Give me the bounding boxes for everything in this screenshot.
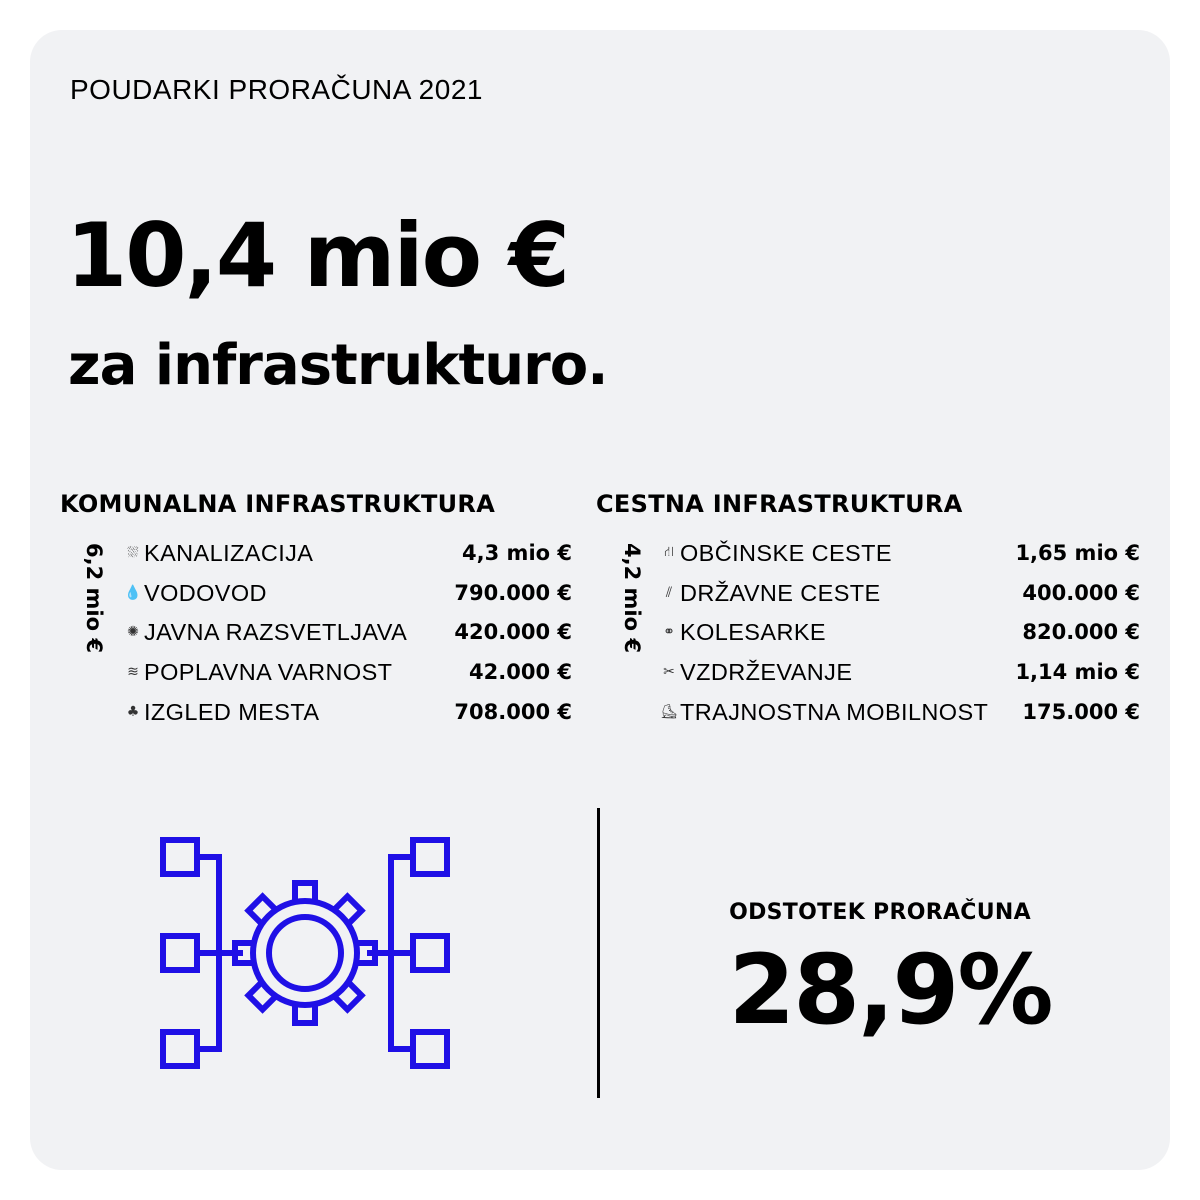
item-label: DRŽAVNE CESTE: [680, 579, 881, 606]
item-label: VODOVOD: [144, 579, 267, 606]
item-amount: 420.000 €: [454, 620, 572, 644]
sewer-icon: ⛆: [127, 545, 139, 561]
water-drop-icon: 💧: [124, 585, 142, 601]
list-item: 💧 VODOVOD 790.000 €: [122, 578, 572, 608]
headline-subtitle: za infrastrukturo.: [68, 333, 609, 398]
item-amount: 790.000 €: [454, 581, 572, 605]
item-amount: 708.000 €: [454, 700, 572, 724]
item-amount: 820.000 €: [1022, 620, 1140, 644]
highway-icon: ⫽: [665, 585, 673, 601]
list-item: ✂ VZDRŽEVANJE 1,14 mio €: [658, 657, 1140, 687]
waves-icon: ≋: [127, 664, 139, 680]
section-total-komunalna: 6,2 mio €: [82, 543, 106, 653]
item-amount: 4,3 mio €: [462, 541, 572, 565]
bicycle-icon: ⚭: [663, 624, 675, 640]
item-amount: 42.000 €: [469, 660, 572, 684]
list-item: ≋ POPLAVNA VARNOST 42.000 €: [122, 657, 572, 687]
item-amount: 1,14 mio €: [1015, 660, 1140, 684]
item-amount: 1,65 mio €: [1015, 541, 1140, 565]
budget-share-value: 28,9%: [728, 934, 1053, 1046]
infrastructure-gear-icon: [160, 837, 450, 1069]
scooter-icon: ⛸: [660, 704, 678, 720]
item-amount: 400.000 €: [1022, 581, 1140, 605]
list-item: ⚭ KOLESARKE 820.000 €: [658, 617, 1140, 647]
item-label: OBČINSKE CESTE: [680, 539, 892, 566]
item-label: JAVNA RAZSVETLJAVA: [144, 618, 408, 645]
section-title-cestna: CESTNA INFRASTRUKTURA: [596, 490, 963, 518]
item-label: VZDRŽEVANJE: [680, 658, 853, 685]
list-item: ✺ JAVNA RAZSVETLJAVA 420.000 €: [122, 617, 572, 647]
item-label: KANALIZACIJA: [144, 539, 314, 566]
list-item: ⛙ OBČINSKE CESTE 1,65 mio €: [658, 538, 1140, 568]
section-total-cestna: 4,2 mio €: [620, 543, 644, 653]
item-label: POPLAVNA VARNOST: [144, 658, 393, 685]
eyebrow-title: POUDARKI PRORAČUNA 2021: [70, 74, 483, 105]
budget-share-label: ODSTOTEK PRORAČUNA: [729, 900, 1031, 925]
vertical-divider: [597, 808, 600, 1098]
headline-amount: 10,4 mio €: [66, 204, 570, 307]
section-title-komunalna: KOMUNALNA INFRASTRUKTURA: [60, 490, 496, 518]
tools-icon: ✂: [663, 664, 675, 680]
list-item: ⫽ DRŽAVNE CESTE 400.000 €: [658, 578, 1140, 608]
lightbulb-icon: ✺: [127, 624, 139, 640]
list-item: ⛸ TRAJNOSTNA MOBILNOST 175.000 €: [658, 697, 1140, 727]
tree-icon: ♣: [126, 704, 140, 720]
item-label: TRAJNOSTNA MOBILNOST: [680, 698, 989, 725]
item-label: IZGLED MESTA: [144, 698, 320, 725]
road-icon: ⛙: [664, 544, 674, 560]
list-item: ♣ IZGLED MESTA 708.000 €: [122, 697, 572, 727]
list-item: ⛆ KANALIZACIJA 4,3 mio €: [122, 538, 572, 568]
item-amount: 175.000 €: [1022, 700, 1140, 724]
item-label: KOLESARKE: [680, 618, 826, 645]
